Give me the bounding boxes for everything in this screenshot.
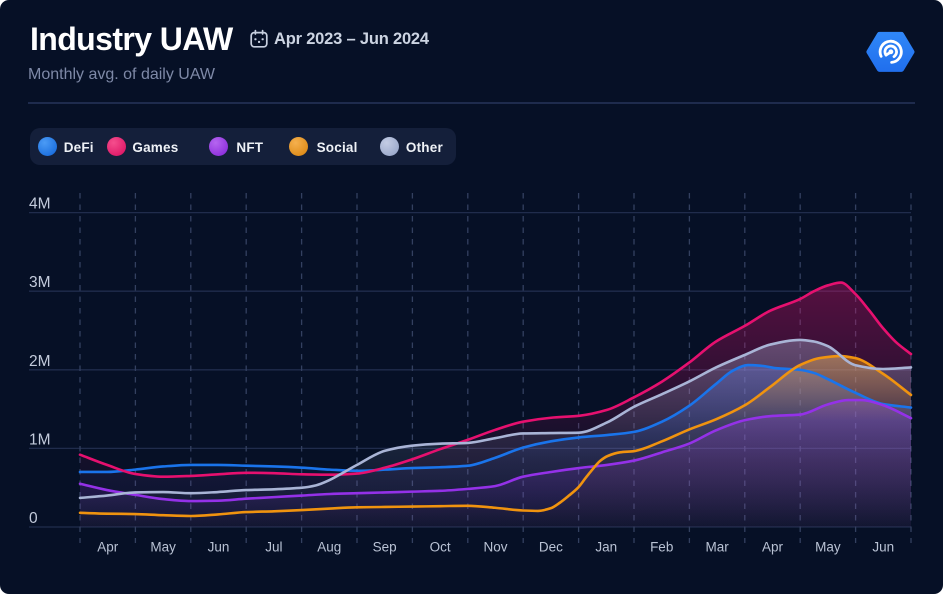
svg-text:Sep: Sep [373, 540, 397, 555]
svg-text:Feb: Feb [650, 540, 673, 555]
svg-text:0: 0 [29, 510, 38, 527]
svg-text:4M: 4M [29, 196, 51, 213]
svg-text:Mar: Mar [705, 540, 729, 555]
svg-text:Oct: Oct [430, 540, 451, 555]
svg-text:2M: 2M [29, 353, 51, 370]
svg-text:May: May [815, 540, 841, 555]
svg-text:Nov: Nov [483, 540, 507, 555]
svg-text:Aug: Aug [317, 540, 341, 555]
svg-text:Apr: Apr [762, 540, 784, 555]
svg-text:Jun: Jun [872, 540, 894, 555]
svg-text:Jul: Jul [265, 540, 282, 555]
svg-text:3M: 3M [29, 274, 51, 291]
svg-text:May: May [150, 540, 176, 555]
svg-text:1M: 1M [29, 431, 51, 448]
svg-text:Jun: Jun [208, 540, 230, 555]
svg-text:Jan: Jan [595, 540, 617, 555]
svg-text:Dec: Dec [539, 540, 563, 555]
svg-text:Apr: Apr [97, 540, 119, 555]
